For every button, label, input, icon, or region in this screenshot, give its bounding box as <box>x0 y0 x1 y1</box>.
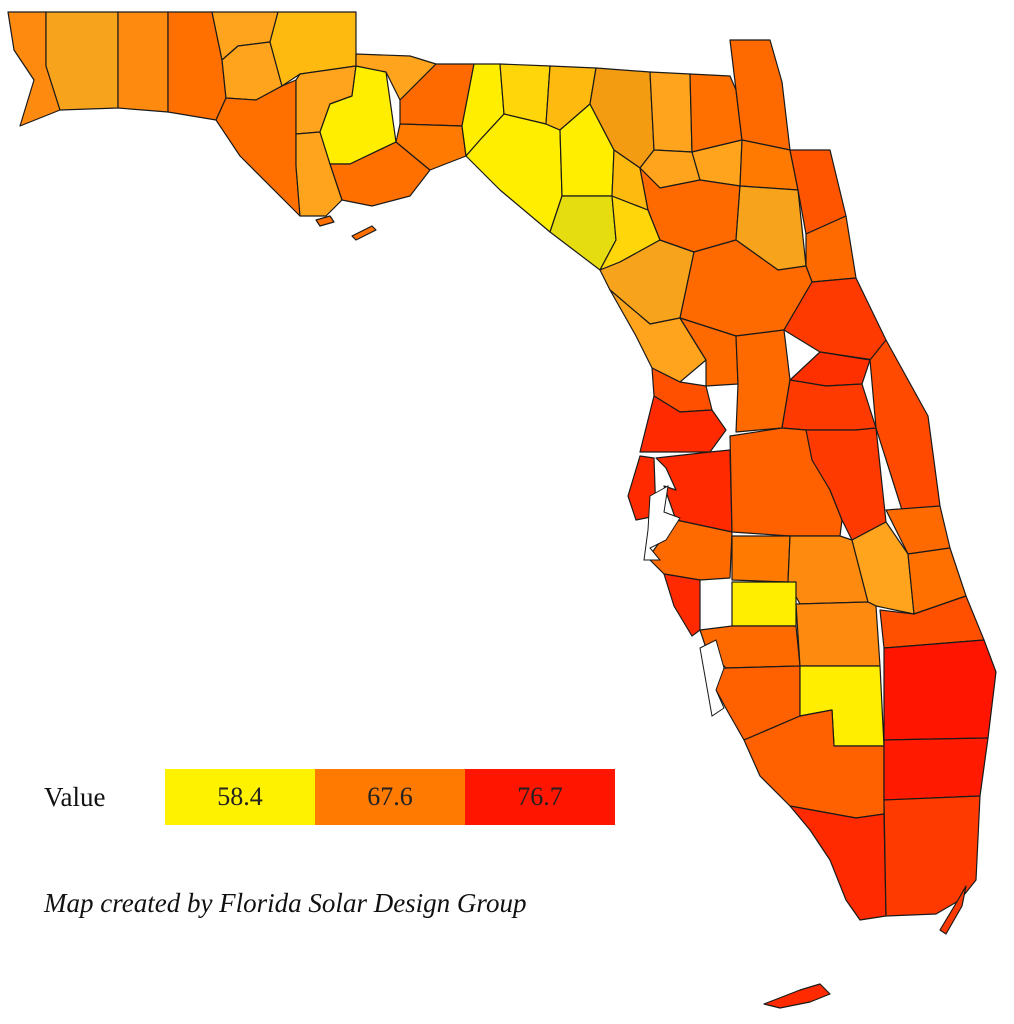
central-counties <box>609 289 985 669</box>
county-franklin[interactable] <box>329 141 431 207</box>
bay-water <box>643 485 725 717</box>
county-glades[interactable] <box>795 601 881 667</box>
map-credit: Map created by Florida Solar Design Grou… <box>44 888 527 918</box>
county-miami-dade[interactable] <box>883 795 981 917</box>
county-santa-rosa[interactable] <box>45 11 119 111</box>
island-keys-upper[interactable] <box>939 885 967 935</box>
county-monroe-mainland[interactable] <box>789 805 887 921</box>
map-legend: Value 58.4 67.6 76.7 <box>44 769 615 825</box>
county-bay[interactable] <box>215 79 301 217</box>
island-gulf-2[interactable] <box>351 225 377 241</box>
big-bend-counties <box>461 63 695 325</box>
county-baker[interactable] <box>649 71 693 153</box>
panhandle-counties <box>7 11 475 217</box>
legend-swatch-high: 76.7 <box>465 769 615 825</box>
county-pinellas[interactable] <box>627 455 657 521</box>
county-desoto[interactable] <box>731 581 797 627</box>
tampa-bay <box>643 485 681 561</box>
county-pasco[interactable] <box>639 395 727 453</box>
island-gulf-1[interactable] <box>315 215 335 227</box>
county-hardee[interactable] <box>731 535 791 583</box>
islands <box>315 215 967 1009</box>
legend-label-mid: 67.6 <box>367 782 413 811</box>
legend-label-low: 58.4 <box>217 782 263 811</box>
county-citrus[interactable] <box>609 289 707 383</box>
county-okaloosa[interactable] <box>117 11 169 113</box>
county-broward[interactable] <box>883 737 989 801</box>
legend-label-high: 76.7 <box>517 782 563 811</box>
county-orange[interactable] <box>781 379 877 431</box>
county-palm-beach[interactable] <box>883 639 997 741</box>
county-nassau[interactable] <box>689 73 743 153</box>
northeast-counties <box>639 39 887 361</box>
legend-swatch-mid: 67.6 <box>315 769 465 825</box>
legend-title: Value <box>44 781 106 812</box>
county-lake[interactable] <box>735 329 791 433</box>
county-sumter[interactable] <box>679 317 739 387</box>
charlotte-harbor <box>699 639 725 717</box>
south-counties <box>715 639 997 921</box>
county-monroe-keys[interactable] <box>763 983 831 1009</box>
county-sarasota[interactable] <box>663 573 701 637</box>
legend-swatch-low: 58.4 <box>165 769 315 825</box>
